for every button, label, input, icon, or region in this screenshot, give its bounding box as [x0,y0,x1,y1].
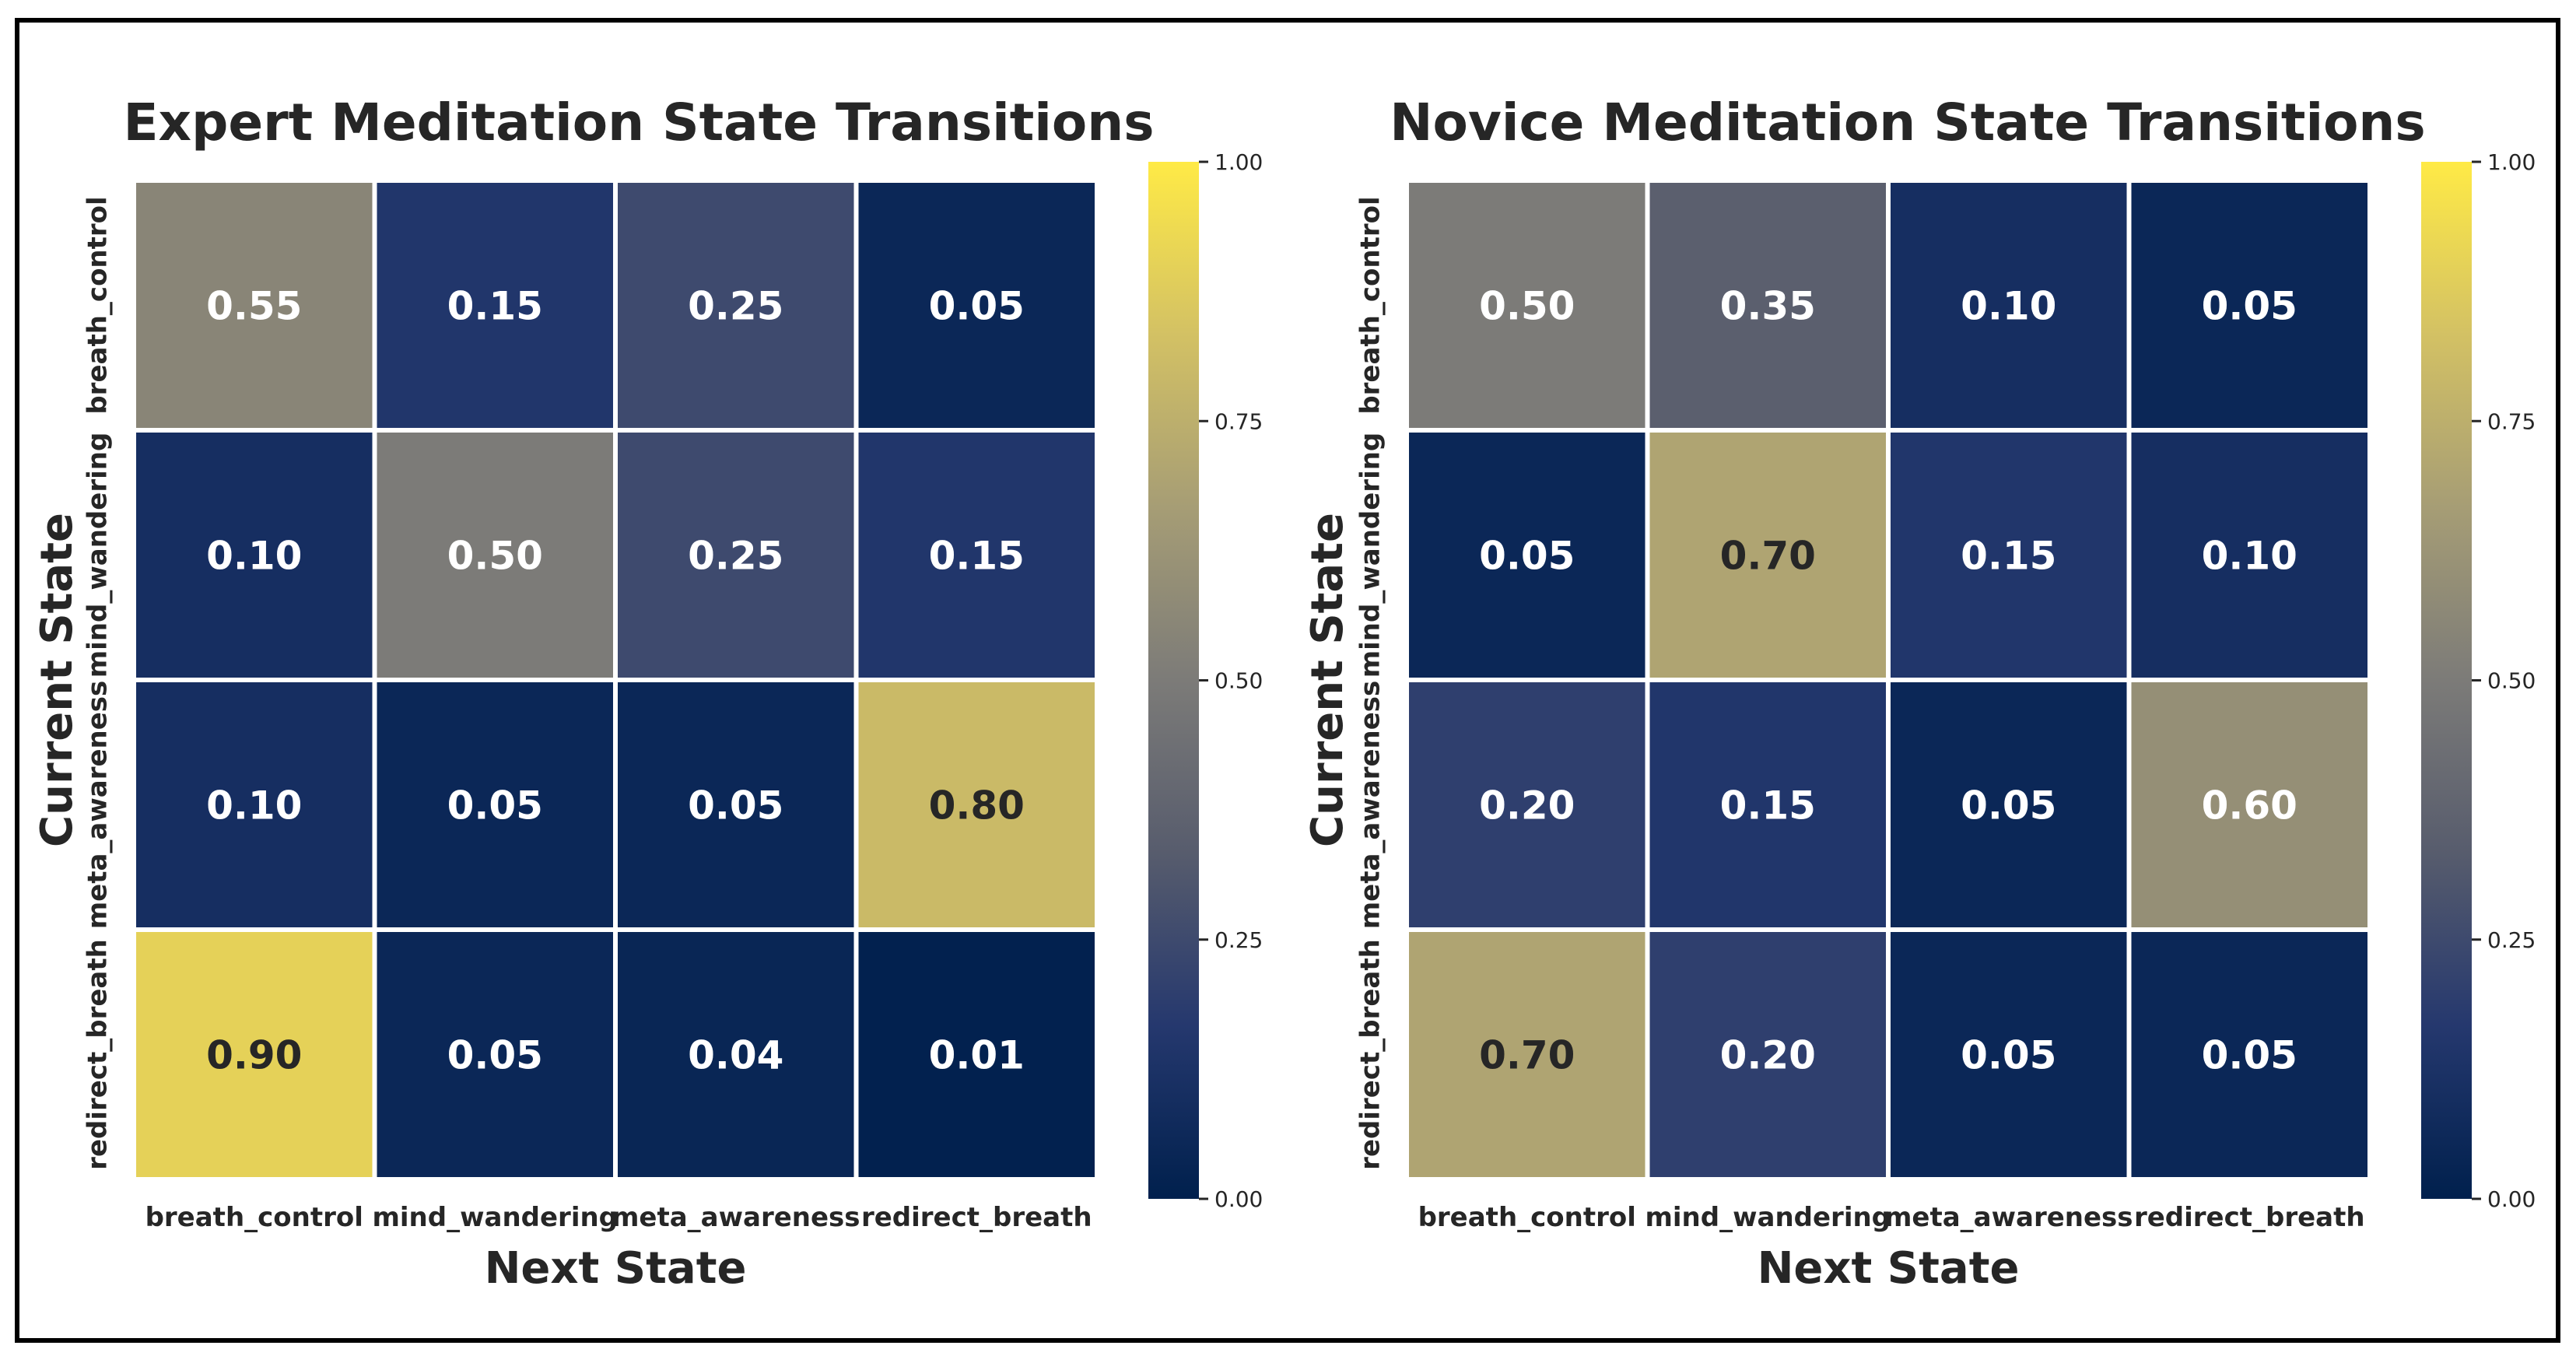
heatmap-cell-meta_awareness-to-breath_control [131,678,377,932]
novice-chart-title: Novice Meditation State Transitions [1390,93,2425,152]
cell-value-label: 0.01 [929,1033,1025,1078]
cell-value-label: 0.15 [929,534,1025,579]
colorbar-tick-label: 0.75 [1214,408,1263,434]
heatmap-cell-meta_awareness-to-meta_awareness [613,678,859,932]
expert-chart-title: Expert Meditation State Transitions [123,93,1154,152]
y-tick-label: meta_awareness [82,681,114,930]
heatmap-cell-redirect_breath-to-redirect_breath [2126,927,2372,1182]
cell-value-label: 0.25 [688,284,783,329]
cell-value-label: 0.05 [2202,1033,2297,1078]
x-axis-label: Next State [485,1243,747,1294]
cell-value-label: 0.20 [1479,783,1575,829]
cell-value-label: 0.05 [688,783,783,829]
cell-value-label: 0.10 [206,534,302,579]
cell-value-label: 0.80 [929,783,1025,829]
cell-value-label: 0.55 [206,284,302,329]
heatmap-cell-meta_awareness-to-mind_wandering [1645,678,1891,932]
colorbar-tick-label: 1.00 [1214,149,1263,175]
y-axis-label: Current State [1302,513,1353,847]
cell-value-label: 0.05 [1961,783,2056,829]
colorbar [1148,162,1199,1199]
heatmap-cell-redirect_breath-to-meta_awareness [1886,927,2132,1182]
heatmap-cell-meta_awareness-to-redirect_breath [2126,678,2372,932]
novice-heatmap-panel: Novice Meditation State Transitions 0.50 0… [1302,93,2536,1294]
heatmap-cell-mind_wandering-to-breath_control [1404,428,1650,682]
x-tick-label: mind_wandering [372,1202,618,1233]
cell-value-label: 0.05 [1961,1033,2056,1078]
x-tick-label: meta_awareness [612,1202,860,1233]
cell-value-label: 0.10 [2202,534,2297,579]
colorbar-tick-label: 1.00 [2487,149,2536,175]
heatmap-cell-breath_control-to-breath_control [131,178,377,433]
cell-value-label: 0.25 [688,534,783,579]
cell-value-label: 0.10 [1961,284,2056,329]
y-tick-label: breath_control [1355,196,1386,414]
y-tick-label: mind_wandering [1355,433,1386,678]
colorbar-tick-label: 0.50 [1214,668,1263,694]
colorbar-tick-label: 0.00 [2487,1186,2536,1212]
heatmap-cell-mind_wandering-to-redirect_breath [2126,428,2372,682]
x-axis-label: Next State [1758,1243,2020,1294]
heatmap-cell-breath_control-to-mind_wandering [1645,178,1891,433]
heatmap-cell-mind_wandering-to-breath_control [131,428,377,682]
y-tick-label: breath_control [82,196,114,414]
heatmap-cell-breath_control-to-breath_control [1404,178,1650,433]
cell-value-label: 0.50 [447,534,543,579]
heatmap-cell-redirect_breath-to-breath_control [1404,927,1650,1182]
heatmap-cell-meta_awareness-to-meta_awareness [1886,678,2132,932]
heatmap-cell-breath_control-to-meta_awareness [1886,178,2132,433]
cell-value-label: 0.05 [929,284,1025,329]
colorbar-tick-label: 0.50 [2487,668,2536,694]
cell-value-label: 0.90 [206,1033,302,1078]
heatmap-cell-breath_control-to-mind_wandering [372,178,618,433]
heatmap-cell-meta_awareness-to-breath_control [1404,678,1650,932]
cell-value-label: 0.15 [1720,783,1816,829]
cell-value-label: 0.35 [1720,284,1816,329]
y-tick-label: redirect_breath [82,939,114,1170]
figure-border [15,18,2560,1343]
y-tick-label: mind_wandering [82,433,114,678]
heatmap-cell-redirect_breath-to-breath_control [131,927,377,1182]
cell-value-label: 0.70 [1479,1033,1575,1078]
colorbar-tick-label: 0.00 [1214,1186,1263,1212]
heatmap-cell-breath_control-to-redirect_breath [2126,178,2372,433]
colorbar [2421,162,2472,1199]
y-axis-label: Current State [32,513,82,847]
cell-value-label: 0.05 [2202,284,2297,329]
cell-value-label: 0.70 [1720,534,1816,579]
y-tick-label: redirect_breath [1355,939,1386,1170]
colorbar-tick-label: 0.75 [2487,408,2536,434]
cell-value-label: 0.10 [206,783,302,829]
cell-value-label: 0.20 [1720,1033,1816,1078]
x-tick-label: breath_control [145,1202,363,1233]
cell-value-label: 0.60 [2202,783,2297,829]
y-tick-label: meta_awareness [1355,681,1386,930]
x-tick-label: breath_control [1418,1202,1636,1233]
cell-value-label: 0.15 [1961,534,2056,579]
colorbar-tick-label: 0.25 [2487,927,2536,953]
colorbar-tick-label: 0.25 [1214,927,1263,953]
x-tick-label: redirect_breath [2134,1202,2365,1233]
x-tick-label: meta_awareness [1884,1202,2133,1233]
heatmap-cell-mind_wandering-to-meta_awareness [613,428,859,682]
heatmap-cell-redirect_breath-to-meta_awareness [613,927,859,1182]
x-tick-label: redirect_breath [861,1202,1092,1233]
cell-value-label: 0.05 [447,783,543,829]
cell-value-label: 0.15 [447,284,543,329]
expert-heatmap-panel: Expert Meditation State Transitions 0.55 0… [32,93,1263,1294]
cell-value-label: 0.50 [1479,284,1575,329]
heatmap-cell-redirect_breath-to-redirect_breath [853,927,1099,1182]
cell-value-label: 0.05 [1479,534,1575,579]
cell-value-label: 0.05 [447,1033,543,1078]
x-tick-label: mind_wandering [1645,1202,1891,1233]
cell-value-label: 0.04 [688,1033,783,1078]
